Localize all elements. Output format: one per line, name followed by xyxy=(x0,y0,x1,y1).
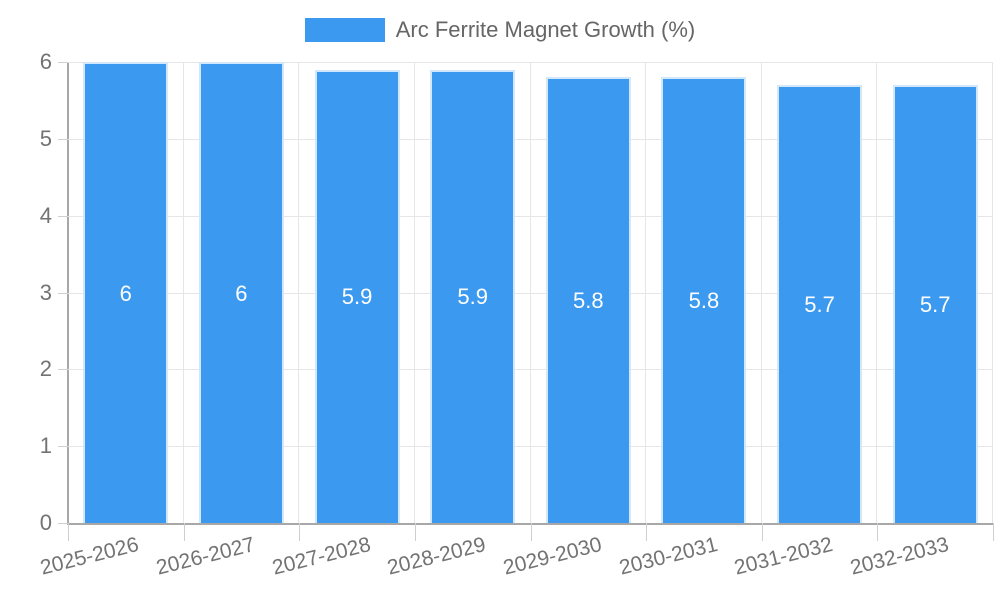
y-tick-mark xyxy=(58,292,68,294)
bar[interactable]: 5.8 xyxy=(545,77,631,523)
bar-value-label: 5.7 xyxy=(804,292,835,318)
x-tick-label: 2025-2026 xyxy=(38,533,142,580)
gridline-vertical xyxy=(182,62,184,523)
x-tick-mark xyxy=(993,523,994,541)
gridline-horizontal xyxy=(68,292,993,294)
gridline-vertical xyxy=(645,62,647,523)
x-tick-label: 2030-2031 xyxy=(616,533,720,580)
bar[interactable]: 5.9 xyxy=(314,69,400,523)
x-tick-label: 2026-2027 xyxy=(153,533,258,580)
y-tick-label: 6 xyxy=(39,49,52,74)
gridline-vertical xyxy=(876,62,878,523)
y-tick-label: 2 xyxy=(39,356,52,382)
y-axis-line xyxy=(67,62,69,525)
x-tick-mark xyxy=(877,523,879,541)
gridline-vertical xyxy=(760,62,762,523)
gridline-horizontal xyxy=(68,138,993,140)
gridline-horizontal xyxy=(68,62,993,63)
y-tick-label: 0 xyxy=(39,510,52,535)
bar[interactable]: 5.8 xyxy=(661,77,747,523)
y-tick-mark xyxy=(58,369,68,371)
gridline-vertical xyxy=(529,62,531,523)
bar-value-label: 5.9 xyxy=(457,284,488,310)
x-tick-label: 2028-2029 xyxy=(385,533,489,580)
x-tick-mark xyxy=(646,523,648,541)
legend-label: Arc Ferrite Magnet Growth (%) xyxy=(395,17,696,42)
y-tick-mark xyxy=(58,446,68,448)
y-tick-mark xyxy=(58,523,68,524)
bar-value-label: 5.9 xyxy=(341,284,373,310)
gridline-horizontal xyxy=(68,369,993,371)
y-tick-mark xyxy=(58,138,68,140)
x-tick-label: 2031-2032 xyxy=(732,533,836,580)
bar-value-label: 5.8 xyxy=(573,288,604,314)
bar[interactable]: 5.7 xyxy=(777,85,863,523)
y-tick-mark xyxy=(58,215,68,217)
bar-value-label: 6 xyxy=(119,280,132,306)
x-tick-mark xyxy=(414,523,416,541)
bar-value-label: 5.8 xyxy=(688,288,720,314)
legend[interactable]: Arc Ferrite Magnet Growth (%) xyxy=(0,16,1000,44)
plot-area: 6 6 5.9 5.9 5.8 5.8 5.7 5.7 xyxy=(68,62,993,523)
y-tick-label: 5 xyxy=(39,125,52,151)
bar-value-label: 5.7 xyxy=(919,292,951,318)
bar[interactable]: 5.9 xyxy=(430,69,516,523)
bar[interactable]: 6 xyxy=(198,62,284,523)
x-tick-mark xyxy=(68,523,69,541)
x-tick-label: 2032-2033 xyxy=(847,533,951,580)
x-tick-mark xyxy=(183,523,185,541)
gridline-vertical xyxy=(298,62,300,523)
y-tick-label: 1 xyxy=(39,433,52,459)
x-tick-label: 2027-2028 xyxy=(269,533,373,580)
x-tick-label: 2029-2030 xyxy=(500,533,604,580)
x-tick-mark xyxy=(299,523,301,541)
y-tick-label: 3 xyxy=(39,279,52,305)
bar[interactable]: 5.7 xyxy=(892,85,978,523)
y-tick-label: 4 xyxy=(39,202,52,228)
gridline-horizontal xyxy=(68,446,993,448)
gridline-vertical xyxy=(413,62,415,523)
legend-swatch xyxy=(304,18,385,42)
bar-value-label: 6 xyxy=(235,280,248,306)
bar[interactable]: 6 xyxy=(83,62,169,523)
gridline-horizontal xyxy=(68,215,993,217)
x-tick-mark xyxy=(761,523,763,541)
y-tick-mark xyxy=(58,62,68,63)
gridline-vertical xyxy=(992,62,993,523)
x-tick-mark xyxy=(530,523,532,541)
